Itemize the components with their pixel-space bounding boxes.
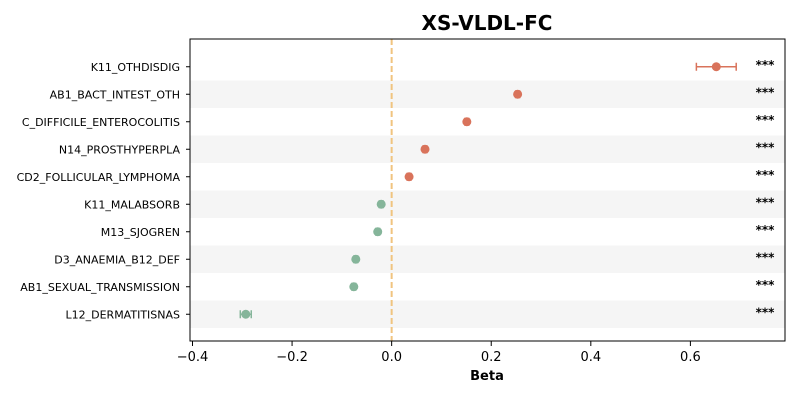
beta-point	[462, 117, 472, 127]
y-tick-label: N14_PROSTHYPERPLA	[59, 143, 181, 156]
significance-label: ***	[756, 250, 776, 264]
significance-label: ***	[756, 195, 776, 209]
x-tick-label: 0.0	[381, 350, 402, 365]
beta-point	[351, 254, 361, 264]
row-stripe	[190, 245, 785, 273]
x-tick-label: 0.4	[580, 350, 601, 365]
significance-label: ***	[756, 168, 776, 182]
significance-label: ***	[756, 58, 776, 72]
y-tick-label: L12_DERMATITISNAS	[66, 308, 181, 321]
y-tick-label: D3_ANAEMIA_B12_DEF	[54, 253, 180, 266]
beta-point	[349, 282, 359, 292]
y-tick-label: C_DIFFICILE_ENTEROCOLITIS	[22, 116, 180, 129]
row-stripes	[190, 80, 785, 328]
y-tick-label: CD2_FOLLICULAR_LYMPHOMA	[17, 171, 181, 184]
x-tick-label: −0.2	[276, 350, 308, 365]
x-tick-label: 0.6	[680, 350, 701, 365]
plot-frame	[189, 38, 786, 342]
data-rows: K11_OTHDISDIG *** AB1_BACT_INTEST_OTH *** C_…	[17, 58, 776, 322]
beta-point	[373, 227, 383, 237]
beta-point	[711, 62, 721, 72]
row-stripe	[190, 300, 785, 328]
significance-label: ***	[756, 305, 776, 319]
x-axis-label: Beta	[470, 369, 504, 384]
row-stripe	[190, 190, 785, 218]
significance-label: ***	[756, 113, 776, 127]
y-tick-label: K11_OTHDISDIG	[91, 61, 180, 74]
row-stripe	[190, 80, 785, 108]
beta-point	[241, 309, 251, 319]
beta-point	[420, 144, 430, 154]
significance-label: ***	[756, 140, 776, 154]
row-stripe	[190, 135, 785, 163]
significance-label: ***	[756, 278, 776, 292]
beta-point	[376, 199, 386, 209]
y-tick-label: M13_SJOGREN	[101, 226, 180, 239]
significance-label: ***	[756, 223, 776, 237]
x-axis: −0.4 −0.2 0.0 0.2 0.4 0.6	[177, 341, 701, 365]
beta-point	[404, 172, 414, 182]
chart-title: XS-VLDL-FC	[422, 11, 553, 35]
y-tick-label: K11_MALABSORB	[84, 198, 180, 211]
y-tick-label: AB1_BACT_INTEST_OTH	[50, 88, 180, 101]
y-tick-label: AB1_SEXUAL_TRANSMISSION	[20, 281, 180, 294]
x-tick-label: −0.4	[177, 350, 209, 365]
beta-point	[513, 89, 523, 99]
significance-label: ***	[756, 85, 776, 99]
x-tick-label: 0.2	[481, 350, 502, 365]
